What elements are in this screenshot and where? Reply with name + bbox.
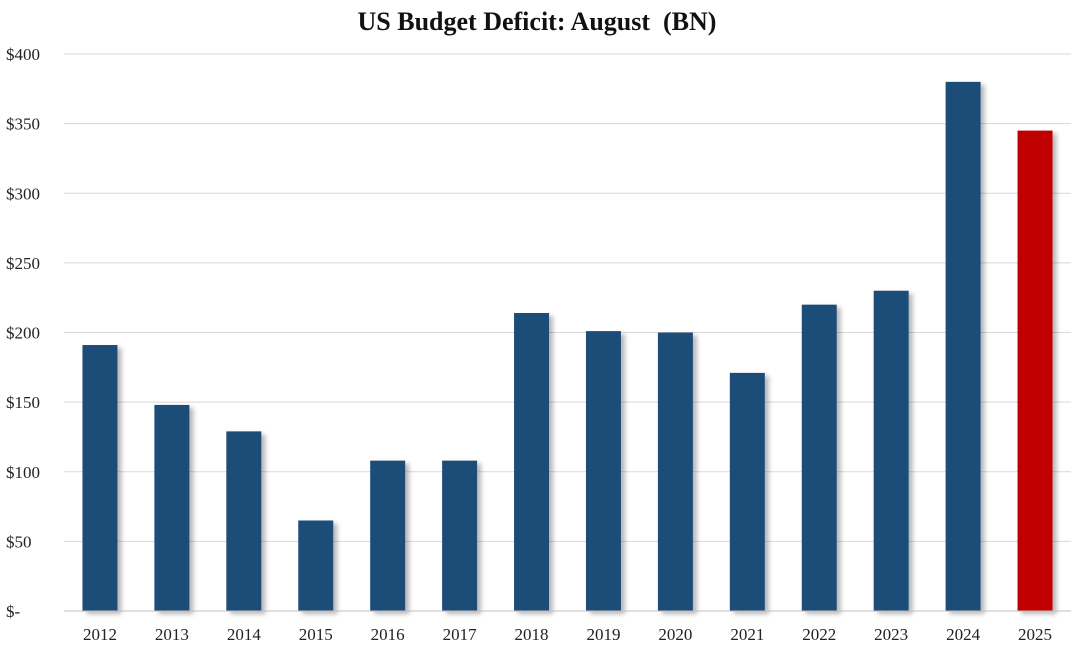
y-tick-label: $100: [6, 463, 40, 482]
bar-2015: [298, 520, 334, 611]
y-axis-tick-labels: $- $50 $100 $150 $200 $250 $300 $350 $400: [6, 45, 40, 621]
x-tick-label: 2019: [586, 625, 620, 644]
y-tick-label: $150: [6, 393, 40, 412]
y-tick-label: $350: [6, 115, 40, 134]
bar-2025: [1017, 130, 1053, 611]
bar-2018: [514, 313, 550, 611]
bar-2012: [82, 345, 118, 611]
y-tick-label: $200: [6, 324, 40, 343]
x-tick-label: 2012: [83, 625, 117, 644]
bar-2024: [945, 81, 981, 612]
gridlines: [64, 53, 1071, 542]
y-tick-label: $50: [6, 532, 32, 551]
x-tick-label: 2016: [371, 625, 405, 644]
x-tick-label: 2017: [443, 625, 478, 644]
y-tick-label: $-: [6, 602, 21, 621]
x-axis-tick-labels: 2012 2013 2014 2015 2016 2017 2018 2019 2020 2021…: [83, 625, 1052, 644]
chart-title: US Budget Deficit: August (BN): [358, 7, 717, 36]
bar-2014: [226, 431, 262, 611]
y-tick-label: $300: [6, 184, 40, 203]
x-tick-label: 2020: [658, 625, 692, 644]
x-tick-label: 2014: [227, 625, 262, 644]
bar-2013: [154, 404, 190, 611]
bar-2023: [873, 290, 909, 611]
bar-2021: [729, 372, 765, 611]
bar-2020: [657, 332, 693, 611]
bar-2017: [442, 460, 478, 611]
bar-2016: [370, 460, 406, 611]
x-tick-label: 2024: [946, 625, 981, 644]
bars: [82, 81, 1053, 612]
x-tick-label: 2022: [802, 625, 836, 644]
bar-2022: [801, 304, 837, 611]
x-tick-label: 2023: [874, 625, 908, 644]
x-tick-label: 2025: [1018, 625, 1052, 644]
y-tick-label: $400: [6, 45, 40, 64]
y-tick-label: $250: [6, 254, 40, 273]
x-tick-label: 2018: [515, 625, 549, 644]
x-tick-label: 2013: [155, 625, 189, 644]
x-tick-label: 2021: [730, 625, 764, 644]
x-tick-label: 2015: [299, 625, 333, 644]
bar-2019: [585, 331, 621, 611]
